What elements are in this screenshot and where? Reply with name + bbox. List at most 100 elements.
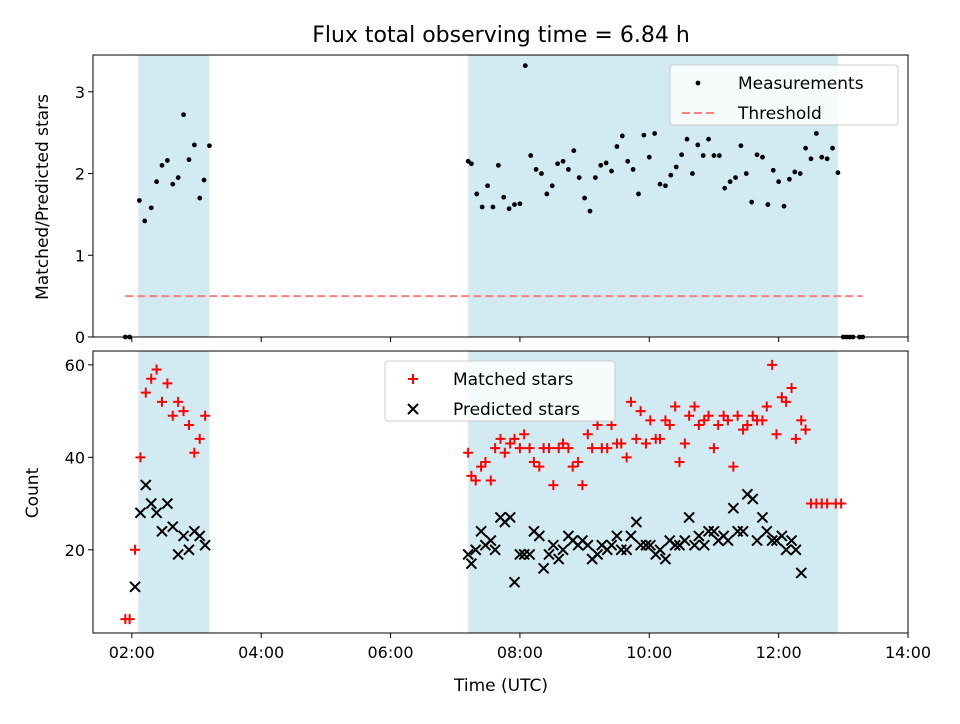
matched-stars-point [670, 401, 681, 412]
predicted-stars-point [134, 507, 147, 519]
matched-stars-legend-marker [408, 374, 418, 384]
measurements-point [652, 131, 658, 136]
measurements-point [770, 167, 776, 173]
predicted-stars-point [776, 530, 788, 542]
measurements-point [657, 181, 663, 187]
legend: Measurements Threshold [669, 64, 899, 126]
measurements-point [207, 143, 212, 149]
measurements-point [706, 136, 711, 142]
measurements-point [743, 171, 749, 176]
predicted-stars-point [708, 525, 720, 538]
predicted-stars-point [688, 539, 701, 551]
measurements-point [549, 183, 555, 189]
matched-stars-point [641, 438, 652, 449]
measurements-point [787, 176, 792, 182]
matched-stars-point [124, 614, 135, 625]
matched-stars-point [146, 373, 157, 384]
predicted-stars-point [129, 581, 141, 593]
matched-stars-point [490, 443, 501, 454]
plot-frame [92, 54, 909, 338]
predicted-stars-point [611, 530, 623, 542]
measurements-point [197, 195, 203, 201]
matched-stars-point [693, 419, 704, 430]
matched-stars-point [728, 461, 739, 472]
predicted-stars-point [183, 544, 195, 556]
matched-stars-point [573, 456, 584, 467]
measurements-point [170, 181, 176, 187]
matched-stars-point [708, 443, 719, 454]
matched-stars-point [592, 419, 603, 430]
matched-stars-point [674, 456, 685, 467]
plot-frame [92, 350, 909, 634]
measurements-point [673, 164, 679, 170]
measurements-point [636, 191, 641, 197]
measurements-point [803, 145, 808, 151]
x-axis-label: Time (UTC) [453, 676, 548, 696]
measurements-point [722, 185, 728, 191]
x-tick-label: 02:00 [109, 643, 155, 662]
predicted-stars-point [785, 534, 798, 547]
measurements-point [154, 179, 160, 185]
matched-stars-point [582, 429, 593, 440]
matched-stars-point [577, 480, 588, 491]
measurements-point [186, 157, 192, 163]
measurements-point [181, 112, 186, 118]
predicted-stars-point [533, 530, 546, 542]
x-tick-label: 12:00 [756, 643, 802, 662]
chart-title: Flux total observing time = 6.84 h [312, 23, 690, 48]
bottom-y-axis-label: Count [23, 467, 43, 518]
measurements-point [479, 204, 485, 210]
matched-stars-point [684, 410, 695, 421]
measurements-point [191, 142, 197, 148]
matched-stars-point [544, 443, 555, 454]
y-tick-label: 3 [75, 83, 85, 102]
measurements-point [576, 175, 582, 181]
matched-stars-point [679, 438, 690, 449]
measurements-point [614, 144, 620, 149]
matched-stars-point [130, 544, 141, 555]
measurements-point [512, 202, 517, 207]
predicted-stars-point [727, 502, 740, 514]
predicted-stars-point [751, 534, 763, 547]
matched-stars-point [162, 378, 173, 389]
measurements-point [716, 153, 722, 158]
measurements-point [528, 153, 534, 158]
predicted-stars-point [194, 530, 206, 542]
matched-stars-point [463, 447, 474, 458]
legend: Matched stars Predicted stars [384, 360, 616, 422]
matched-stars-point [178, 406, 189, 417]
measurements-point [819, 154, 825, 160]
top-y-axis-label: Matched/Predicted stars [33, 94, 53, 300]
measurements-point [830, 145, 835, 151]
matched-stars-point [616, 438, 627, 449]
measurements-point [582, 195, 587, 201]
matched-stars-point [732, 410, 743, 421]
predicted-stars-point [469, 544, 482, 556]
predicted-stars-legend-label: Predicted stars [453, 400, 580, 420]
matched-stars-point [156, 396, 167, 407]
x-tick-label: 10:00 [626, 643, 672, 662]
measurements-point [609, 168, 614, 174]
measurements-point [587, 208, 593, 214]
measurements-point [468, 161, 474, 167]
matched-stars-point [495, 433, 506, 444]
observing-interval-1 [138, 55, 210, 337]
measurements-point [679, 152, 685, 158]
measurements-point [136, 198, 142, 203]
matched-stars-point [631, 433, 642, 444]
matched-stars-point [781, 396, 792, 407]
matched-stars-point [761, 401, 772, 412]
predicted-stars-point [698, 539, 710, 551]
measurements-point [490, 204, 496, 210]
predicted-stars-point [669, 539, 681, 551]
measurements-point [592, 175, 598, 181]
matched-stars-point [194, 433, 205, 444]
predicted-stars-point [537, 562, 550, 574]
predicted-stars-point [462, 548, 474, 561]
measurements-point [598, 162, 604, 168]
measurements-point [566, 167, 571, 172]
matched-stars-point [796, 415, 807, 426]
threshold-legend-label: Threshold [737, 104, 822, 124]
predicted-stars-point [504, 511, 516, 524]
